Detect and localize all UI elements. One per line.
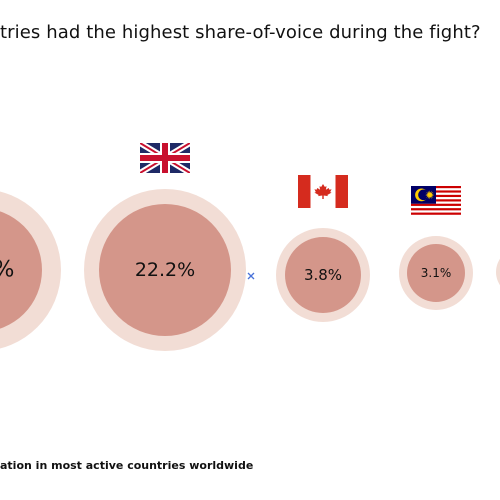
data-label: %: [0, 258, 14, 283]
bubble-inner-circle: [407, 244, 465, 302]
bubble-partial-right: [496, 258, 500, 286]
bubble-inner-circle: [285, 237, 361, 313]
bubble-malaysia: 3.1%: [399, 236, 473, 310]
bubble-canada: 3.8%: [276, 228, 370, 322]
data-label: 3.8%: [304, 266, 342, 284]
bubble-partial: %: [0, 191, 61, 349]
chart-caption: ation in most active countries worldwide: [0, 459, 253, 472]
caption-text: ation in most active countries worldwide: [0, 459, 254, 472]
malaysia-flag-icon: [411, 186, 461, 218]
bubble-inner-circle: [99, 204, 231, 336]
data-label: 22.2%: [135, 259, 195, 281]
bubble-inner-circle: [0, 211, 42, 329]
bubble-united-kingdom: 22.2%: [84, 189, 246, 351]
chart-title: tries had the highest share-of-voice dur…: [0, 22, 481, 43]
uk-flag-icon: [140, 143, 190, 173]
cross-marker-icon: [247, 272, 255, 280]
canada-flag-icon: [298, 175, 348, 208]
data-label: 3.1%: [421, 266, 452, 280]
